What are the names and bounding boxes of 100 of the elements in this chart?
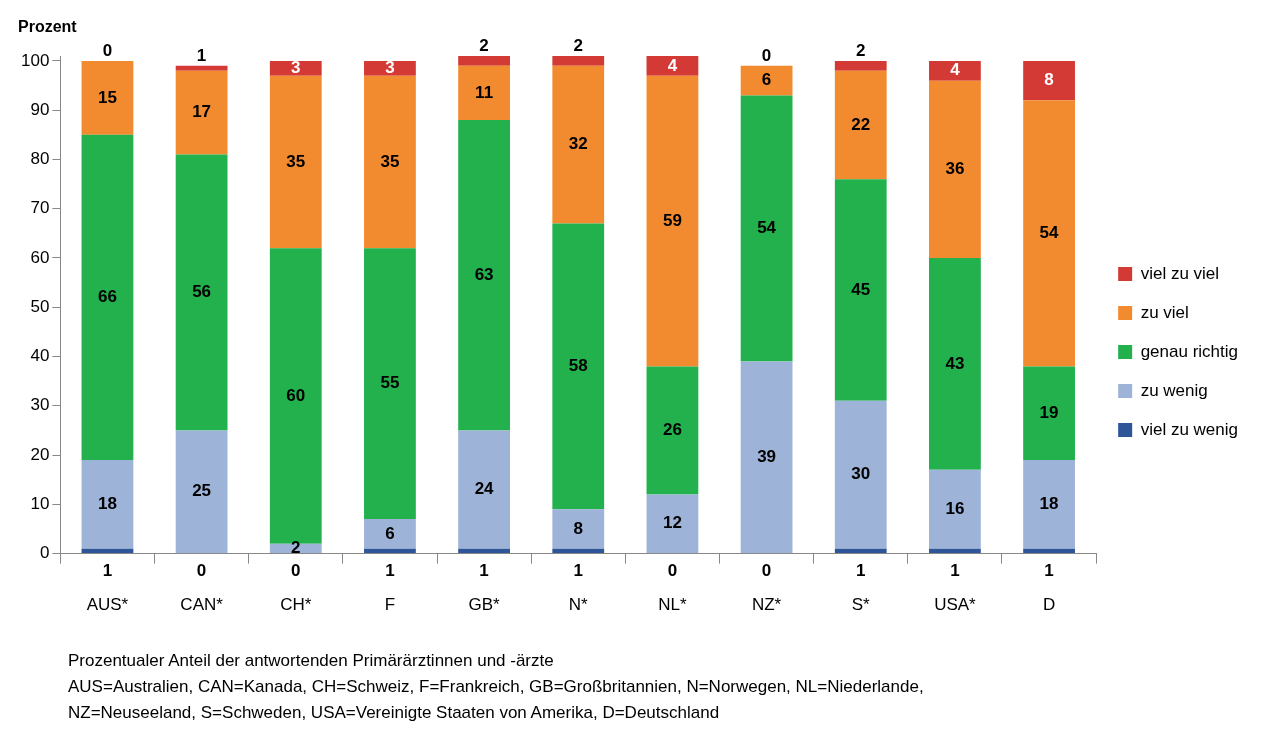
- bar: [1023, 100, 1075, 367]
- bar: [929, 80, 981, 258]
- bar: [646, 75, 699, 367]
- y-tick-label: 100: [20, 50, 50, 70]
- data-label: 45: [851, 279, 871, 299]
- data-label: 59: [662, 210, 682, 230]
- bar: [364, 60, 416, 76]
- x-tick-label: NL*: [658, 595, 687, 615]
- data-label: 30: [851, 464, 871, 484]
- bar: [740, 65, 793, 96]
- y-tick-label: 40: [30, 346, 50, 366]
- data-label: 17: [192, 102, 212, 122]
- data-label: 54: [757, 218, 777, 238]
- y-tick-label: 80: [30, 149, 50, 169]
- data-label: 2: [573, 35, 583, 55]
- text: Prozentualer Anteil der antwortenden Primärärztinnen und -ärzte: [68, 650, 555, 672]
- x-tick-label: D: [1042, 595, 1056, 615]
- bar: [646, 494, 699, 554]
- data-label: 12: [662, 513, 682, 533]
- data-label: 60: [286, 385, 306, 405]
- x-tick-label: AUS*: [86, 595, 129, 615]
- data-label: 58: [568, 356, 588, 376]
- bar: [834, 70, 887, 180]
- data-label: 1: [196, 45, 207, 65]
- bar: [929, 60, 981, 81]
- bar: [834, 179, 887, 401]
- data-label: 1: [385, 561, 395, 581]
- y-tick-label: 10: [30, 494, 50, 514]
- bar: [834, 60, 887, 71]
- data-label: 1: [102, 561, 113, 581]
- x-tick-label: CH*: [280, 595, 312, 615]
- x-tick-label: F: [384, 595, 396, 615]
- bar: [552, 56, 605, 66]
- data-label: 15: [97, 87, 117, 107]
- bar: [552, 223, 605, 510]
- bar: [175, 70, 228, 155]
- data-label: 35: [286, 151, 306, 171]
- data-label: 4: [950, 60, 961, 80]
- bar: [929, 258, 981, 470]
- data-label: 16: [945, 498, 965, 518]
- bar: [81, 459, 134, 549]
- bar: [740, 361, 793, 554]
- bar: [364, 248, 416, 520]
- x-tick-label: CAN*: [180, 595, 224, 615]
- y-tick-label: 30: [30, 395, 50, 415]
- data-label: 22: [851, 114, 871, 134]
- data-label: 1: [1044, 561, 1054, 581]
- bar: [929, 469, 981, 549]
- data-label: 18: [1039, 494, 1059, 514]
- bar: [175, 430, 228, 554]
- bar: [364, 75, 416, 249]
- bar: [834, 548, 887, 554]
- bar: [1023, 366, 1075, 460]
- data-label: 39: [757, 446, 777, 466]
- bar: [458, 65, 510, 121]
- x-tick-label: USA*: [934, 595, 977, 615]
- data-label: 2: [291, 538, 301, 558]
- data-label: 11: [475, 82, 494, 102]
- bar: [81, 60, 134, 135]
- data-label: 8: [573, 518, 583, 538]
- data-label: 1: [950, 561, 960, 581]
- data-label: 63: [474, 264, 494, 284]
- bar: [646, 56, 699, 76]
- data-label: 54: [1039, 223, 1060, 243]
- text: AUS=Australien, CAN=Kanada, CH=Schweiz, F=Frankreich, GB=Großbritannien, N=Norwegen, NL=Niederlande,: [68, 676, 925, 698]
- y-tick-label: 20: [30, 444, 50, 464]
- bar: [364, 519, 416, 549]
- bar: [1023, 548, 1075, 554]
- legend-label: genau richtig: [1140, 341, 1238, 361]
- x-tick-label: S*: [851, 595, 871, 615]
- data-label: 36: [945, 159, 965, 178]
- legend-label: zu wenig: [1140, 380, 1208, 400]
- legend-label: zu viel: [1140, 302, 1189, 322]
- data-label: 0: [761, 45, 772, 65]
- data-label: 6: [385, 523, 395, 543]
- data-label: 66: [97, 287, 117, 307]
- bar: [1023, 459, 1075, 549]
- data-label: 25: [192, 481, 212, 501]
- x-tick-label: GB*: [468, 595, 501, 615]
- bar: [929, 548, 981, 554]
- data-label: 0: [667, 561, 678, 581]
- data-label: 1: [479, 561, 489, 581]
- data-label: 1: [856, 561, 866, 581]
- legend-label: viel zu viel: [1140, 263, 1220, 283]
- data-label: 43: [945, 353, 965, 373]
- bar: [175, 65, 228, 71]
- y-tick-label: 90: [30, 99, 50, 119]
- data-label: 2: [479, 35, 489, 55]
- data-label: 3: [385, 58, 395, 77]
- y-tick-label: 0: [39, 543, 50, 563]
- data-label: 4: [667, 55, 678, 75]
- y-tick-label: 50: [30, 296, 50, 316]
- bar: [552, 65, 605, 224]
- bar: [175, 154, 228, 431]
- data-label: 0: [102, 40, 113, 60]
- data-label: 35: [380, 151, 400, 171]
- data-label: 2: [856, 40, 866, 60]
- data-label: 1: [573, 561, 583, 581]
- x-tick-label: N*: [568, 595, 589, 615]
- bar: [458, 120, 510, 431]
